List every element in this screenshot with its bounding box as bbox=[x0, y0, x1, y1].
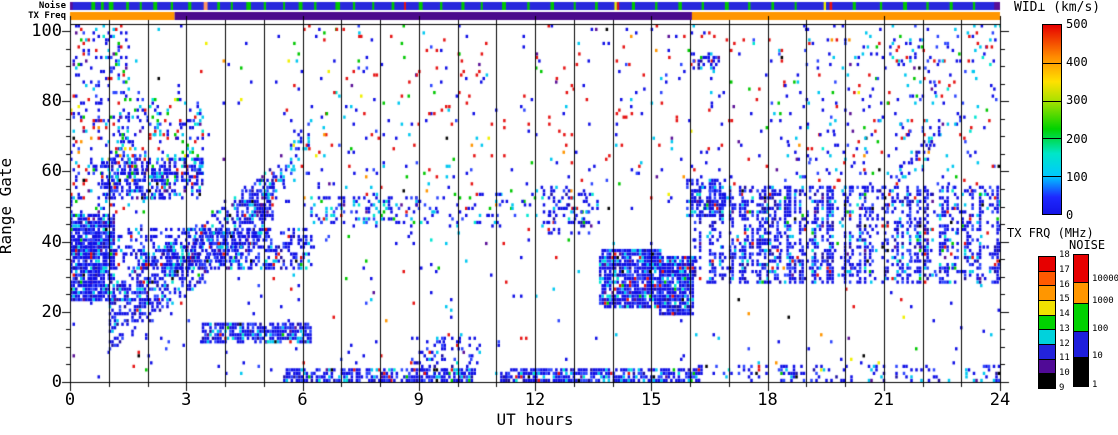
x-tick-label: 3 bbox=[181, 390, 192, 410]
y-tick-label: 0 bbox=[51, 372, 62, 392]
noise-tick-label: 1 bbox=[1092, 380, 1098, 390]
wid-tick-label: 300 bbox=[1066, 93, 1088, 108]
txfrq-tick-label: 16 bbox=[1059, 279, 1070, 290]
txfrq-tick-label: 13 bbox=[1059, 323, 1070, 334]
txfrq-colorbar-block bbox=[1039, 358, 1055, 374]
x-tick-label: 0 bbox=[64, 390, 76, 410]
x-tick-label: 6 bbox=[297, 390, 308, 410]
noise-colorbar-block bbox=[1074, 303, 1088, 331]
wid-colorbar-title: WID⊥ (km/s) bbox=[1014, 0, 1101, 15]
y-tick-label: 100 bbox=[31, 21, 62, 41]
noise-colorbar-block bbox=[1074, 357, 1088, 386]
noise-colorbar-block bbox=[1074, 281, 1088, 304]
noise-colorbar-block bbox=[1074, 330, 1088, 358]
x-tick-label: 18 bbox=[757, 390, 778, 410]
noise-colorbar bbox=[1073, 254, 1089, 387]
x-tick-label: 24 bbox=[989, 390, 1011, 410]
wid-colorbar-tick bbox=[1043, 176, 1061, 178]
x-axis-title: UT hours bbox=[496, 410, 574, 429]
y-tick-label: 20 bbox=[41, 301, 62, 322]
noise-tick-label: 100 bbox=[1092, 324, 1109, 334]
wid-colorbar-tick bbox=[1043, 138, 1061, 140]
txfrq-tick-label: 11 bbox=[1059, 353, 1070, 364]
wid-tick-label: 400 bbox=[1066, 55, 1088, 70]
txfrq-colorbar-block bbox=[1039, 329, 1055, 345]
x-tick-label: 15 bbox=[641, 390, 662, 410]
noise-tick-label: 10000 bbox=[1092, 274, 1118, 284]
noise-tick-label: 10 bbox=[1092, 351, 1103, 361]
txfrq-colorbar-block bbox=[1039, 314, 1055, 330]
wid-tick-label: 500 bbox=[1066, 17, 1088, 31]
wid-tick-label: 100 bbox=[1066, 169, 1088, 184]
txfrq-tick-label: 17 bbox=[1059, 264, 1070, 275]
x-tick-label: 21 bbox=[873, 390, 894, 410]
y-tick-label: 40 bbox=[41, 231, 62, 252]
txfrq-tick-label: 18 bbox=[1059, 250, 1070, 260]
txfrq-tick-label: 12 bbox=[1059, 338, 1070, 349]
txfrq-tick-label: 14 bbox=[1059, 309, 1070, 320]
txfrq-colorbar-block bbox=[1039, 300, 1055, 315]
txfreq-strip-label: TX Freq bbox=[28, 11, 66, 21]
noise-colorbar-block bbox=[1074, 255, 1088, 282]
noise-tick-label: 1000 bbox=[1092, 296, 1114, 306]
txfrq-colorbar-block bbox=[1039, 257, 1055, 271]
noise-colorbar-title: NOISE bbox=[1069, 238, 1106, 252]
txfrq-tick-label: 15 bbox=[1059, 294, 1070, 305]
txfrq-tick-label: 9 bbox=[1059, 383, 1065, 393]
txfrq-colorbar-block bbox=[1039, 373, 1055, 389]
txfrq-colorbar-block bbox=[1039, 344, 1055, 359]
txfrq-colorbar-block bbox=[1039, 270, 1055, 286]
txfrq-colorbar-title: TX FRQ (MHz) bbox=[1007, 226, 1094, 240]
wid-colorbar bbox=[1042, 24, 1062, 215]
txfrq-colorbar-block bbox=[1039, 285, 1055, 301]
txfrq-tick-label: 10 bbox=[1059, 368, 1070, 379]
wid-colorbar-tick bbox=[1043, 100, 1061, 102]
noise-strip-label: Noise bbox=[38, 1, 66, 11]
wid-tick-label: 200 bbox=[1066, 131, 1088, 146]
y-tick-label: 80 bbox=[41, 91, 62, 112]
x-tick-label: 12 bbox=[524, 390, 546, 410]
y-tick-label: 60 bbox=[41, 161, 62, 182]
wid-colorbar-tick bbox=[1043, 62, 1061, 64]
wid-tick-label: 0 bbox=[1066, 208, 1074, 222]
x-tick-label: 9 bbox=[413, 390, 424, 410]
txfrq-colorbar bbox=[1038, 256, 1056, 389]
